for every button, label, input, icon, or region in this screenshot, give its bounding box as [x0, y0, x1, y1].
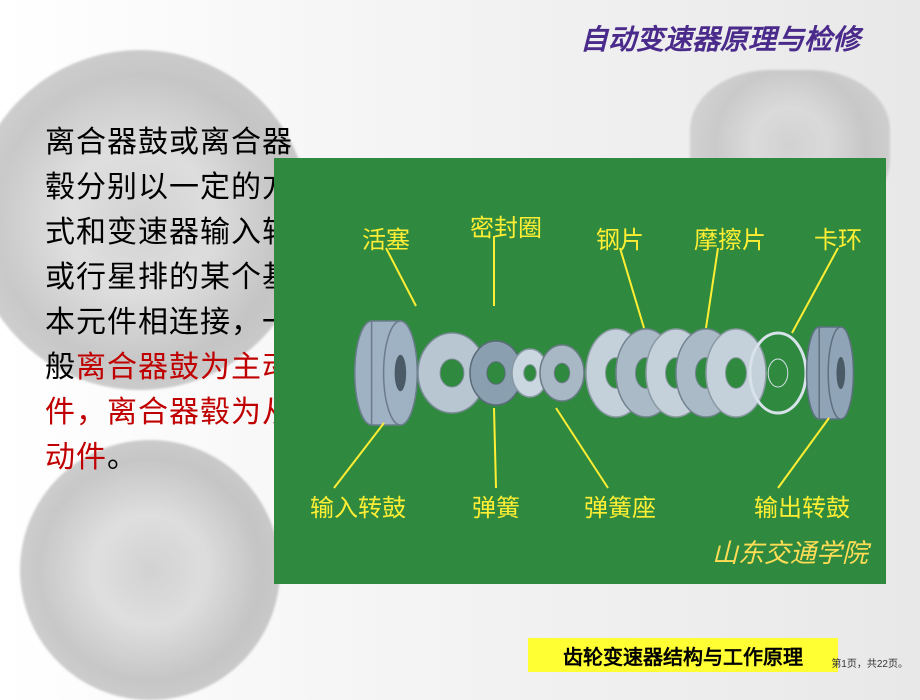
diagram-label-output_drum: 输出转鼓	[754, 488, 850, 523]
diagram-label-friction: 摩擦片	[694, 220, 766, 255]
diagram-label-input_drum: 输入转鼓	[310, 488, 406, 523]
diagram-label-steel_plate: 钢片	[596, 220, 644, 255]
paragraph-post: 。	[107, 441, 138, 474]
output-drum	[807, 327, 854, 419]
page-number: 第1页，共22页。	[831, 655, 908, 670]
diagram-label-spring: 弹簧	[472, 488, 520, 523]
diagram-label-seal_ring: 密封圈	[470, 208, 542, 243]
input-drum	[355, 321, 417, 425]
diagram-label-snap_ring: 卡环	[814, 220, 862, 255]
clutch-exploded-diagram: 活塞 密封圈 钢片 摩擦片 卡环输入转鼓 弹簧 弹簧座 输出转鼓 山东交通学院	[274, 158, 886, 584]
slide-body-paragraph: 离合器鼓或离合器毂分别以一定的方式和变速器输入轴或行星排的某个基本元件相连接，一…	[45, 120, 305, 480]
paragraph-pre: 离合器鼓或离合器毂分别以一定的方式和变速器输入轴或行星排的某个基本元件相连接，一…	[45, 126, 293, 384]
diagram-credit: 山东交通学院	[712, 533, 868, 570]
paragraph-highlight: 离合器鼓为主动件，离合器毂为从动件	[45, 351, 293, 474]
diagram-label-piston: 活塞	[362, 220, 410, 255]
slide-header-title: 自动变速器原理与检修	[580, 18, 860, 58]
footer-topic-bar: 齿轮变速器结构与工作原理	[528, 638, 838, 672]
diagram-label-spring_seat: 弹簧座	[584, 488, 656, 523]
